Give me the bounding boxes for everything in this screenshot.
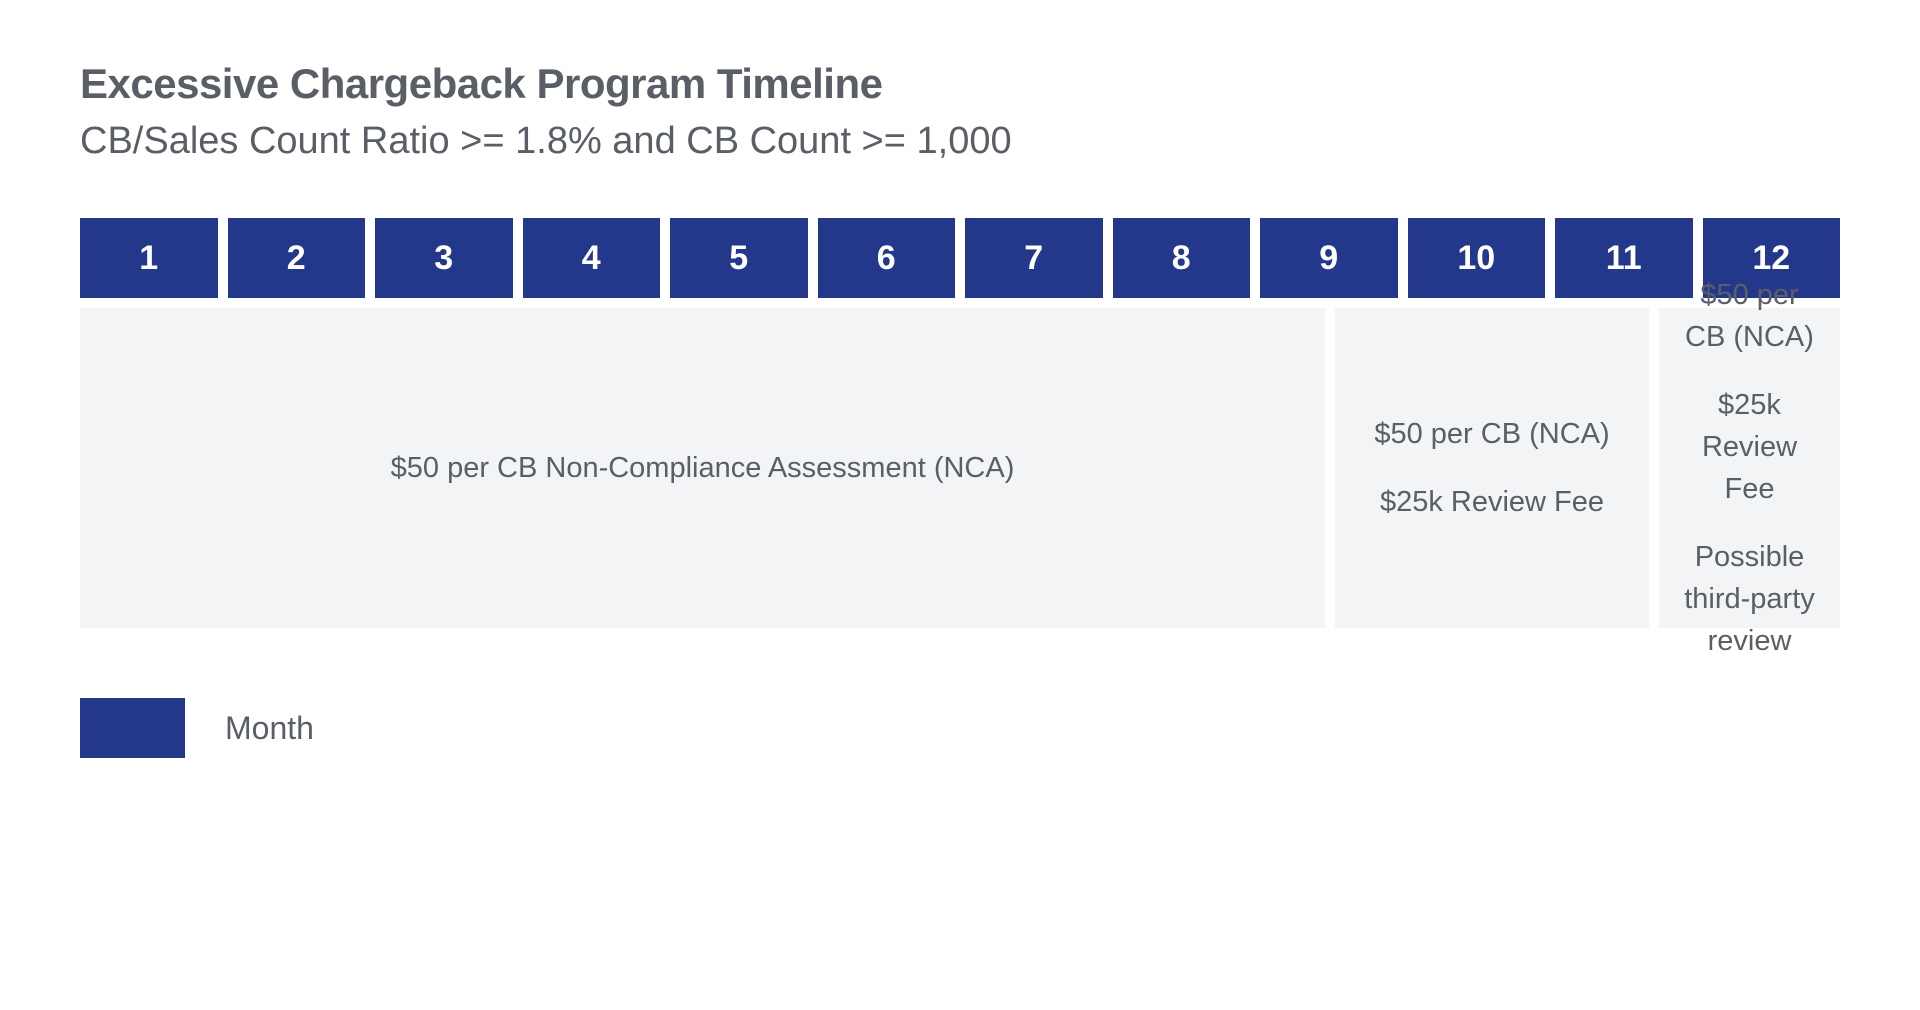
detail-text: Possible third-party review: [1683, 536, 1816, 662]
month-box: 2: [228, 218, 366, 298]
month-box: 7: [965, 218, 1103, 298]
month-box: 5: [670, 218, 808, 298]
page-subtitle: CB/Sales Count Ratio >= 1.8% and CB Coun…: [80, 120, 1840, 163]
legend: Month: [80, 698, 1840, 758]
legend-swatch: [80, 698, 185, 758]
detail-text: $25k Review Fee: [1683, 384, 1816, 510]
month-row: 123456789101112: [80, 218, 1840, 298]
detail-box: $50 per CB Non-Compliance Assessment (NC…: [80, 308, 1325, 628]
month-box: 11: [1555, 218, 1693, 298]
month-box: 1: [80, 218, 218, 298]
detail-text: $50 per CB (NCA): [1374, 413, 1609, 455]
detail-text: $50 per CB Non-Compliance Assessment (NC…: [391, 447, 1015, 489]
month-box: 9: [1260, 218, 1398, 298]
timeline-container: Excessive Chargeback Program Timeline CB…: [80, 60, 1840, 758]
month-box: 10: [1408, 218, 1546, 298]
month-box: 6: [818, 218, 956, 298]
legend-label: Month: [225, 710, 314, 747]
month-box: 8: [1113, 218, 1251, 298]
detail-text: $50 per CB (NCA): [1683, 274, 1816, 358]
detail-box: $50 per CB (NCA)$25k Review FeePossible …: [1659, 308, 1840, 628]
detail-row: $50 per CB Non-Compliance Assessment (NC…: [80, 308, 1840, 628]
detail-text: $25k Review Fee: [1380, 481, 1604, 523]
detail-box: $50 per CB (NCA) $25k Review Fee: [1335, 308, 1649, 628]
month-box: 3: [375, 218, 513, 298]
page-title: Excessive Chargeback Program Timeline: [80, 60, 1840, 108]
month-box: 4: [523, 218, 661, 298]
